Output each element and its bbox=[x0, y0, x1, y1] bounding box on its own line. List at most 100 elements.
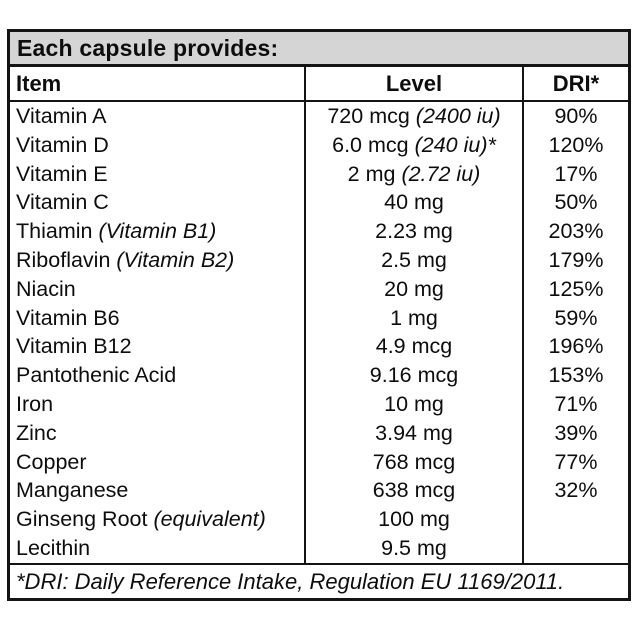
item-cell: Thiamin (Vitamin B1) bbox=[10, 217, 304, 246]
dri-value: 196% bbox=[548, 334, 604, 359]
item-name: Vitamin C bbox=[16, 190, 109, 215]
dri-cell: 90% bbox=[524, 102, 628, 131]
dri-cell: 50% bbox=[524, 188, 628, 217]
column-header-level: Level bbox=[304, 67, 524, 100]
column-header-item: Item bbox=[16, 71, 62, 96]
column-header-dri: DRI* bbox=[552, 71, 600, 96]
dri-cell: 32% bbox=[524, 476, 628, 505]
level-value: 9.16 mcg bbox=[369, 363, 459, 388]
level-value: 638 mcg bbox=[372, 478, 456, 503]
item-name: Vitamin B12 bbox=[16, 334, 132, 359]
dri-value: 120% bbox=[548, 132, 604, 157]
table-row: Iron 10 mg 71% bbox=[10, 389, 628, 419]
level-value: 2.5 mg bbox=[381, 247, 447, 272]
level-cell: 6.0 mcg (240 iu)* bbox=[304, 130, 524, 160]
level-cell: 9.5 mg bbox=[304, 533, 524, 563]
dri-cell: 153% bbox=[524, 361, 628, 390]
item-cell: Copper bbox=[10, 448, 304, 477]
item-name: Niacin bbox=[16, 276, 76, 301]
level-value: 3.94 mg bbox=[375, 420, 453, 445]
dri-value: 39% bbox=[554, 420, 598, 445]
table-row: Vitamin E 2 mg (2.72 iu) 17% bbox=[10, 159, 628, 189]
table-row: Manganese 638 mcg 32% bbox=[10, 476, 628, 506]
item-name: Vitamin B6 bbox=[16, 305, 120, 330]
item-cell: Lecithin bbox=[10, 534, 304, 563]
table-row: Riboflavin (Vitamin B2) 2.5 mg 179% bbox=[10, 245, 628, 275]
table-row: Ginseng Root (equivalent) 100 mg bbox=[10, 505, 628, 534]
dri-cell: 125% bbox=[524, 275, 628, 304]
item-cell: Zinc bbox=[10, 419, 304, 448]
table-row: Lecithin 9.5 mg bbox=[10, 533, 628, 563]
dri-cell: 203% bbox=[524, 217, 628, 246]
item-name: Lecithin bbox=[16, 535, 91, 560]
item-name: Zinc bbox=[16, 420, 57, 445]
item-cell: Vitamin B6 bbox=[10, 304, 304, 333]
level-value: 4.9 mcg bbox=[375, 334, 453, 359]
level-cell: 100 mg bbox=[304, 505, 524, 534]
level-value: 2.23 mg bbox=[375, 219, 453, 244]
dri-value: 153% bbox=[548, 363, 604, 388]
item-cell: Vitamin B12 bbox=[10, 332, 304, 361]
table-row: Vitamin D 6.0 mcg (240 iu)* 120% bbox=[10, 130, 628, 160]
item-note: (equivalent) bbox=[147, 507, 266, 532]
item-cell: Vitamin C bbox=[10, 188, 304, 217]
dri-value: 125% bbox=[548, 276, 604, 301]
item-cell: Vitamin D bbox=[10, 131, 304, 160]
item-cell: Niacin bbox=[10, 275, 304, 304]
item-cell: Ginseng Root (equivalent) bbox=[10, 505, 304, 534]
item-name: Ginseng Root bbox=[16, 507, 148, 532]
level-cell: 768 mcg bbox=[304, 447, 524, 477]
dri-cell bbox=[524, 505, 628, 534]
table-body: Vitamin A 720 mcg (2400 iu) 90% Vitamin … bbox=[10, 102, 628, 563]
level-cell: 9.16 mcg bbox=[304, 361, 524, 390]
dri-value: 179% bbox=[548, 247, 604, 272]
item-name: Riboflavin bbox=[16, 247, 111, 272]
item-name: Thiamin bbox=[16, 219, 93, 244]
item-cell: Vitamin E bbox=[10, 160, 304, 189]
dri-value: 90% bbox=[554, 104, 598, 128]
item-name: Manganese bbox=[16, 478, 129, 503]
column-header-row: Item Level DRI* bbox=[10, 67, 628, 102]
dri-cell: 179% bbox=[524, 246, 628, 275]
item-cell: Pantothenic Acid bbox=[10, 361, 304, 390]
table-row: Pantothenic Acid 9.16 mcg 153% bbox=[10, 361, 628, 390]
dri-cell bbox=[524, 534, 628, 563]
level-note: (2400 iu) bbox=[409, 104, 501, 128]
item-name: Copper bbox=[16, 449, 87, 474]
level-note: (2.72 iu) bbox=[395, 161, 481, 186]
dri-value: 203% bbox=[548, 219, 604, 244]
table-row: Vitamin B12 4.9 mcg 196% bbox=[10, 332, 628, 362]
level-value: 100 mg bbox=[378, 507, 450, 532]
level-value: 768 mcg bbox=[372, 449, 456, 474]
dri-cell: 120% bbox=[524, 131, 628, 160]
supplement-facts-table: Each capsule provides: Item Level DRI* V… bbox=[7, 29, 631, 601]
level-cell: 720 mcg (2400 iu) bbox=[304, 102, 524, 131]
level-cell: 2.23 mg bbox=[304, 217, 524, 246]
level-cell: 2.5 mg bbox=[304, 245, 524, 275]
item-cell: Riboflavin (Vitamin B2) bbox=[10, 246, 304, 275]
dri-value: 17% bbox=[554, 161, 598, 186]
table-row: Zinc 3.94 mg 39% bbox=[10, 418, 628, 448]
level-value: 720 mcg bbox=[327, 104, 410, 128]
item-cell: Iron bbox=[10, 390, 304, 419]
level-value: 6.0 mcg bbox=[332, 132, 409, 157]
dri-cell: 59% bbox=[524, 304, 628, 333]
level-cell: 2 mg (2.72 iu) bbox=[304, 159, 524, 189]
item-name: Vitamin E bbox=[16, 161, 108, 186]
level-note: (240 iu)* bbox=[408, 132, 496, 157]
footnote: *DRI: Daily Reference Intake, Regulation… bbox=[10, 562, 628, 598]
dri-value: 77% bbox=[554, 449, 598, 474]
table-row: Copper 768 mcg 77% bbox=[10, 447, 628, 477]
level-value: 2 mg bbox=[347, 161, 396, 186]
item-note: (Vitamin B2) bbox=[110, 247, 235, 272]
level-value: 10 mg bbox=[384, 391, 444, 416]
dri-cell: 39% bbox=[524, 419, 628, 448]
dri-value: 59% bbox=[554, 305, 598, 330]
table-row: Thiamin (Vitamin B1) 2.23 mg 203% bbox=[10, 217, 628, 246]
level-value: 40 mg bbox=[384, 190, 444, 215]
table-row: Vitamin C 40 mg 50% bbox=[10, 188, 628, 218]
item-name: Pantothenic Acid bbox=[16, 363, 177, 388]
level-cell: 638 mcg bbox=[304, 476, 524, 506]
level-value: 9.5 mg bbox=[381, 535, 447, 560]
dri-cell: 17% bbox=[524, 160, 628, 189]
